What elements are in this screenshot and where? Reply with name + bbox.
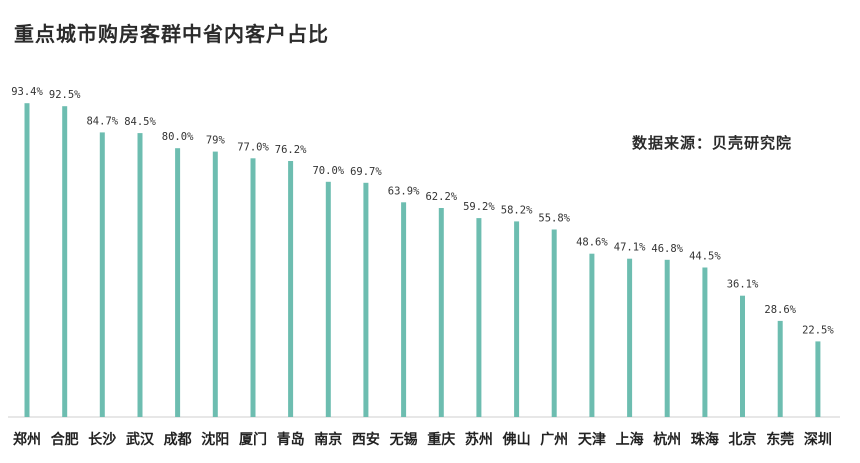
bar-成都: [175, 148, 181, 417]
bar-青岛: [288, 161, 294, 417]
category-label: 天津: [578, 431, 606, 448]
value-label: 22.5%: [802, 324, 834, 336]
value-label: 58.2%: [501, 204, 533, 216]
category-label: 佛山: [502, 431, 531, 448]
value-label: 36.1%: [727, 279, 759, 291]
category-label: 郑州: [13, 431, 41, 448]
value-label: 76.2%: [275, 144, 307, 156]
bar-天津: [589, 253, 595, 417]
category-label: 苏州: [465, 431, 493, 448]
category-label: 青岛: [277, 431, 305, 448]
value-label: 28.6%: [764, 304, 796, 316]
bar-上海: [627, 258, 633, 417]
category-label: 深圳: [804, 431, 832, 448]
bars-group: [24, 103, 821, 418]
category-label: 南京: [314, 431, 342, 448]
bar-沈阳: [212, 151, 218, 417]
value-label: 77.0%: [237, 141, 269, 153]
value-label: 92.5%: [49, 89, 81, 101]
category-label: 北京: [729, 431, 757, 448]
bar-重庆: [438, 208, 444, 417]
value-label: 84.5%: [124, 116, 156, 128]
value-label: 55.8%: [538, 213, 570, 225]
value-label: 70.0%: [312, 165, 344, 177]
category-label: 上海: [616, 431, 644, 448]
bar-东莞: [777, 320, 783, 417]
value-label: 48.6%: [576, 237, 608, 249]
bar-深圳: [815, 341, 821, 417]
category-label: 东莞: [766, 431, 794, 448]
chart-title: 重点城市购房客群中省内客户占比: [14, 22, 329, 46]
value-labels-group: 93.4% 92.5% 84.7% 84.5% 80.0% 79% 77.0% 76.2% 70…: [11, 86, 834, 336]
bar-珠海: [702, 267, 708, 417]
category-label: 合肥: [51, 431, 79, 448]
bar-合肥: [62, 106, 68, 417]
category-label: 广州: [540, 431, 568, 448]
category-labels-group: 郑州 合肥 长沙 武汉 成都 沈阳 厦门 青岛 南京 西安 无锡 重庆 苏州 佛山 广州 天津 上海 杭州 珠海 北京…: [13, 431, 832, 448]
bar-无锡: [401, 202, 407, 417]
value-label: 62.2%: [425, 191, 457, 203]
data-source-note: 数据来源：贝壳研究院: [632, 134, 793, 152]
value-label: 47.1%: [614, 242, 646, 254]
bar-苏州: [476, 218, 482, 417]
bar-南京: [325, 181, 331, 417]
value-label: 63.9%: [388, 185, 420, 197]
category-label: 珠海: [691, 431, 719, 448]
bar-厦门: [250, 158, 256, 418]
value-label: 80.0%: [162, 131, 194, 143]
category-label: 成都: [164, 431, 192, 448]
bar-杭州: [664, 259, 670, 417]
category-label: 重庆: [427, 431, 455, 448]
bar-西安: [363, 182, 369, 417]
value-label: 79%: [206, 135, 226, 147]
value-label: 69.7%: [350, 166, 382, 178]
value-label: 46.8%: [651, 243, 683, 255]
category-label: 杭州: [653, 431, 681, 448]
bar-佛山: [514, 221, 520, 417]
bar-广州: [551, 229, 557, 417]
bar-武汉: [137, 133, 143, 417]
value-label: 93.4%: [11, 86, 43, 98]
category-label: 厦门: [239, 431, 267, 448]
bar-郑州: [24, 103, 30, 417]
category-label: 沈阳: [201, 431, 229, 448]
value-label: 59.2%: [463, 201, 495, 213]
category-label: 无锡: [389, 431, 418, 448]
bar-长沙: [99, 132, 105, 417]
category-label: 西安: [352, 431, 380, 448]
value-label: 44.5%: [689, 251, 721, 263]
category-label: 长沙: [88, 431, 116, 448]
bar-北京: [740, 295, 745, 417]
value-label: 84.7%: [86, 115, 118, 127]
category-label: 武汉: [126, 431, 155, 448]
